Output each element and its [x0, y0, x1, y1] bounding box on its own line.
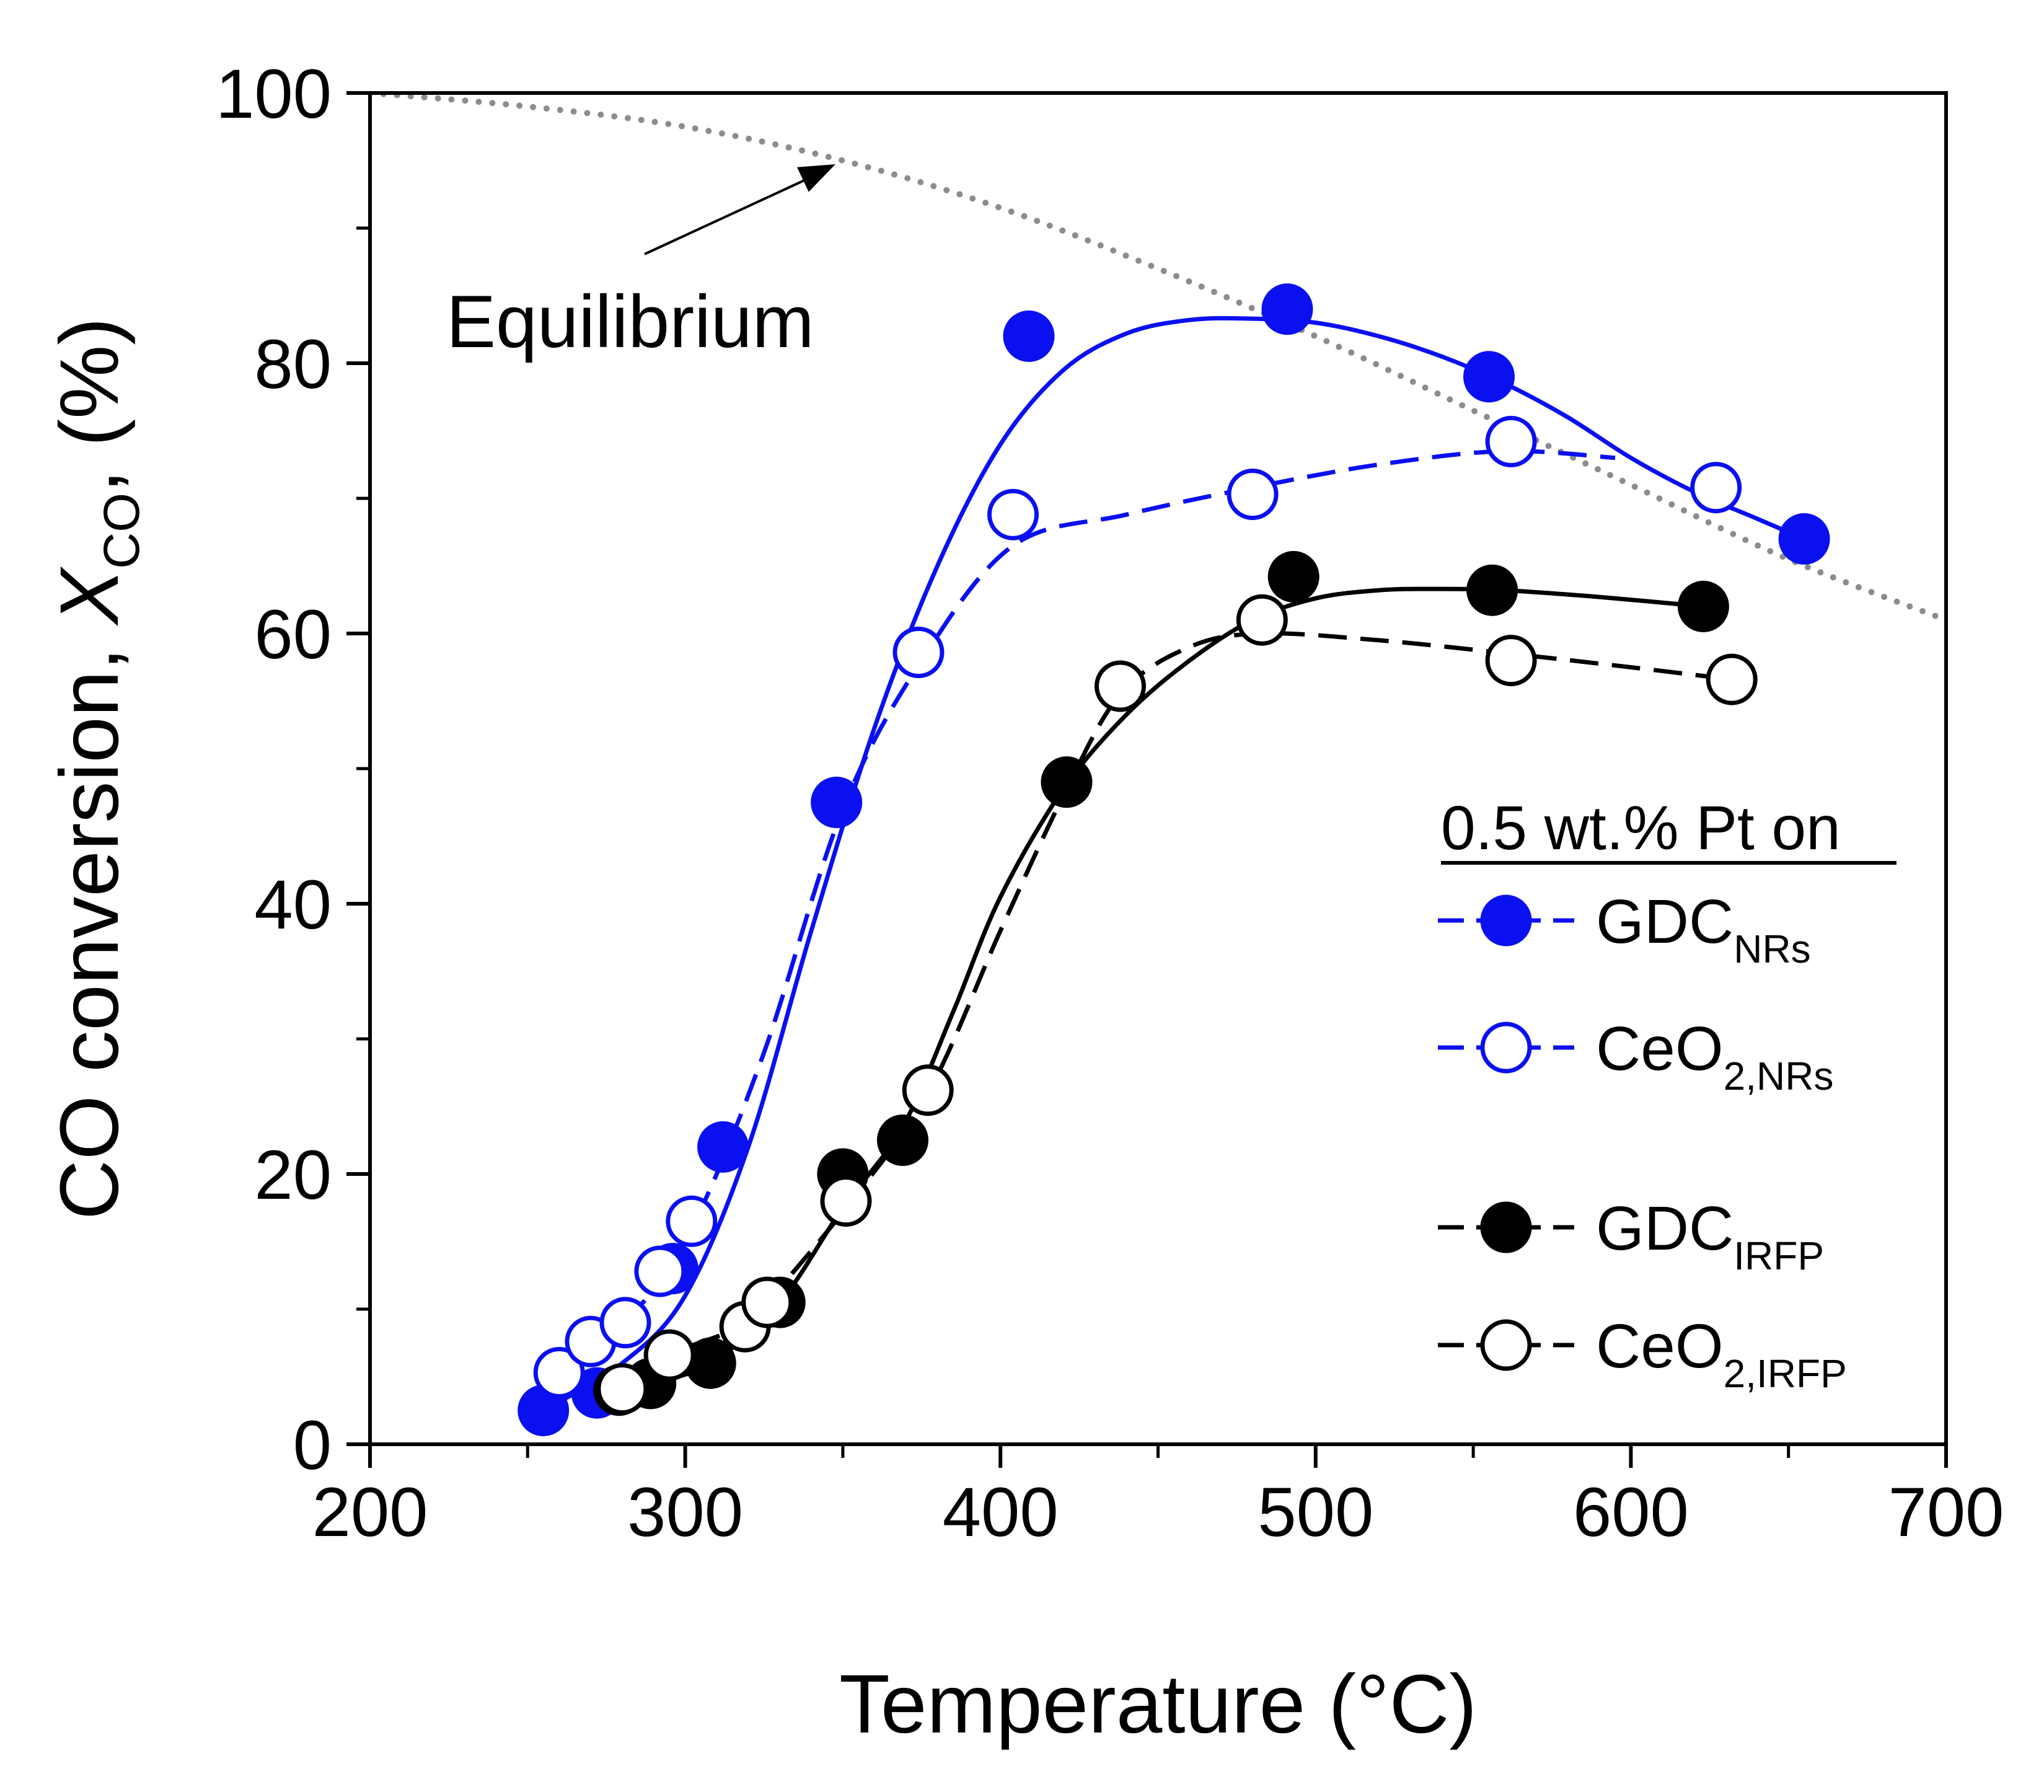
legend-label: GDCNRs — [1596, 887, 1811, 971]
legend-marker — [1480, 1201, 1532, 1253]
y-tick-label: 100 — [216, 55, 332, 133]
data-point — [596, 1363, 648, 1415]
data-point — [1466, 564, 1518, 616]
data-point — [666, 1195, 718, 1247]
data-point — [1236, 594, 1288, 646]
data-point — [1485, 635, 1537, 687]
data-point — [892, 627, 945, 678]
series-markers-2 — [533, 415, 1742, 1398]
plot-area — [370, 93, 1946, 1436]
axis-labels: Temperature (°C) CO conversion, XCO, (%) — [43, 317, 1477, 1750]
x-tick-label: 300 — [627, 1473, 743, 1551]
data-point — [987, 488, 1039, 541]
legend-item-1: GDCNRs — [1438, 887, 1811, 971]
y-tick-label: 40 — [254, 866, 332, 943]
data-point — [1706, 653, 1758, 705]
data-point — [1463, 351, 1515, 403]
legend-marker — [1480, 1319, 1532, 1371]
x-tick-label: 400 — [943, 1473, 1059, 1551]
data-point — [1778, 513, 1830, 565]
y-tick-label: 80 — [254, 325, 332, 403]
legend: 0.5 wt.% Pt on GDCNRs CeO2,NRs GDCIRFP CeO2,… — [1438, 793, 1896, 1396]
data-point — [1485, 415, 1537, 467]
data-point — [1227, 469, 1279, 520]
x-tick-label: 600 — [1573, 1473, 1689, 1551]
x-axis-label: Temperature (°C) — [839, 1658, 1477, 1750]
data-point — [811, 777, 863, 828]
legend-marker — [1480, 894, 1532, 947]
equilibrium-label: Equilibrium — [446, 280, 814, 363]
data-point — [1267, 550, 1319, 602]
data-point — [697, 1121, 749, 1173]
equilibrium-curve — [370, 93, 1946, 624]
data-point — [1690, 462, 1742, 514]
legend-item-3: GDCIRFP — [1438, 1194, 1824, 1278]
data-point — [820, 1175, 872, 1227]
x-tick-label: 700 — [1888, 1473, 2004, 1551]
data-point — [1261, 283, 1313, 335]
legend-marker — [1480, 1022, 1532, 1074]
x-tick-label: 200 — [312, 1473, 428, 1551]
data-point — [533, 1347, 585, 1398]
legend-label: GDCIRFP — [1596, 1194, 1824, 1278]
data-point — [599, 1297, 651, 1349]
data-point — [1677, 580, 1729, 632]
axes: 200 300 400 500 600 700 0 20 40 60 80 100 — [216, 55, 2004, 1551]
y-tick-label: 0 — [293, 1406, 332, 1484]
data-point — [877, 1114, 928, 1166]
data-point — [634, 1245, 686, 1297]
data-point — [684, 1337, 736, 1389]
legend-label: CeO2,IRFP — [1596, 1312, 1847, 1396]
series-line-2 — [558, 449, 1616, 1375]
data-point — [902, 1064, 954, 1116]
data-point — [643, 1329, 695, 1381]
equilibrium-arrow-line — [644, 178, 808, 255]
data-point — [1041, 756, 1093, 808]
y-tick-label: 20 — [254, 1136, 332, 1214]
annotation: Equilibrium — [446, 164, 835, 363]
data-point — [741, 1276, 793, 1328]
legend-label: CeO2,NRs — [1596, 1014, 1833, 1098]
legend-item-4: CeO2,IRFP — [1438, 1312, 1847, 1396]
data-point — [1095, 660, 1146, 712]
legend-title: 0.5 wt.% Pt on — [1441, 793, 1841, 863]
y-axis-label: CO conversion, XCO, (%) — [43, 317, 150, 1220]
series-markers-4 — [596, 594, 1758, 1415]
y-tick-label: 60 — [254, 596, 332, 673]
legend-item-2: CeO2,NRs — [1438, 1014, 1833, 1098]
x-tick-label: 500 — [1258, 1473, 1373, 1551]
equilibrium-arrowhead — [797, 164, 835, 192]
data-point — [1003, 310, 1055, 362]
